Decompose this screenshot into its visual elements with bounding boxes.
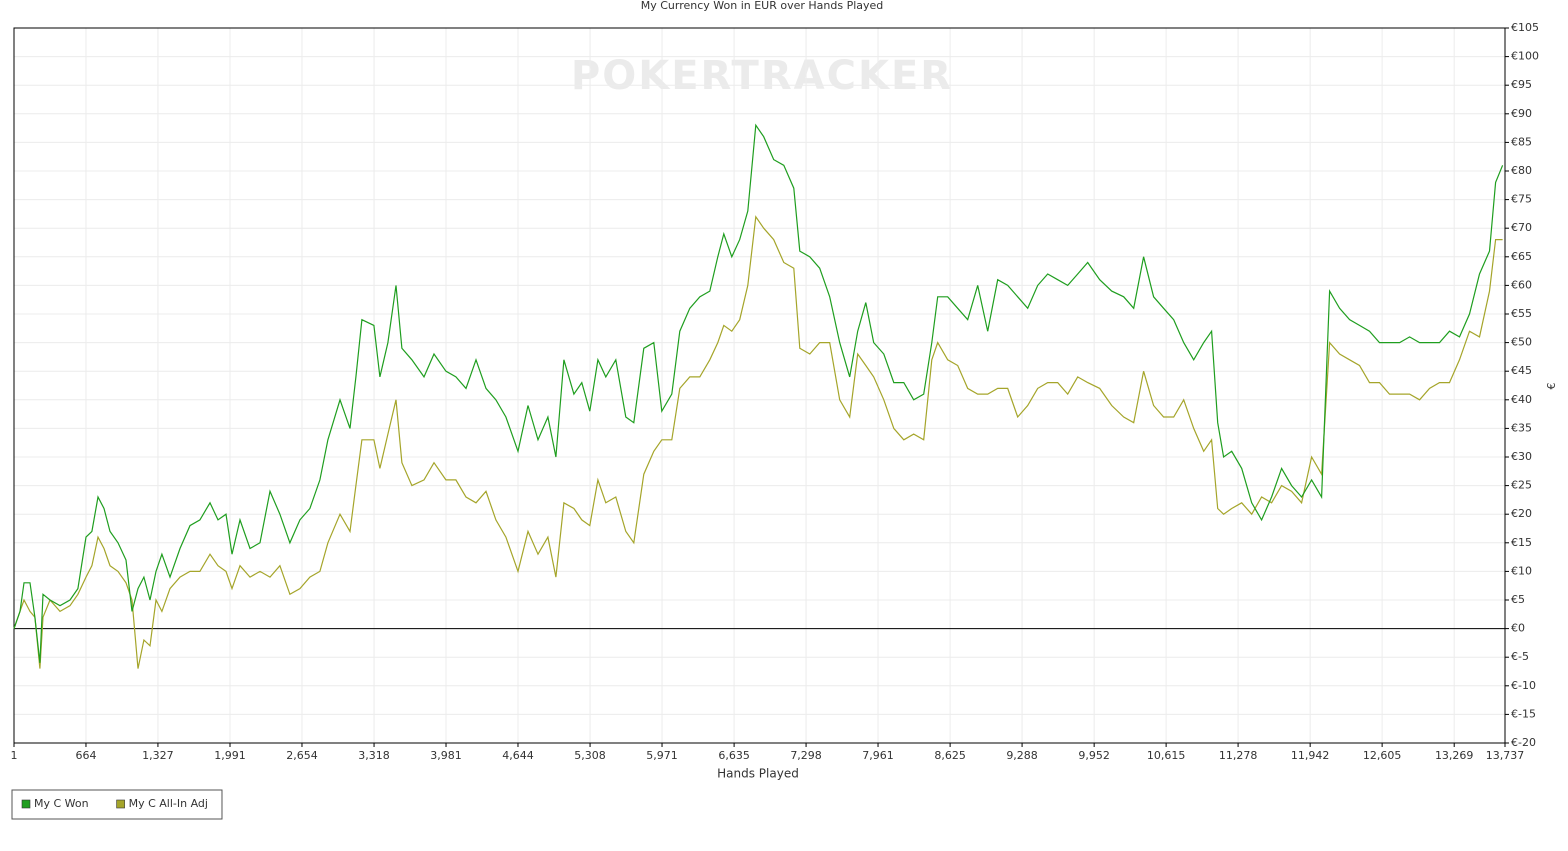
x-tick-label: 7,298 <box>790 749 822 762</box>
x-tick-label: 12,605 <box>1363 749 1402 762</box>
series-line <box>13 215 1503 669</box>
x-tick-label: 7,961 <box>862 749 894 762</box>
x-tick-label: 1 <box>11 749 18 762</box>
y-tick-label: €75 <box>1511 193 1532 206</box>
y-tick-label: €90 <box>1511 107 1532 120</box>
y-tick-label: €-10 <box>1511 679 1536 692</box>
y-tick-label: €10 <box>1511 564 1532 577</box>
x-tick-label: 5,971 <box>646 749 678 762</box>
y-axis-label: € <box>1545 383 1558 390</box>
x-tick-label: 6,635 <box>718 749 750 762</box>
y-tick-label: €70 <box>1511 221 1532 234</box>
x-tick-label: 3,981 <box>430 749 462 762</box>
x-tick-label: 13,269 <box>1435 749 1474 762</box>
x-tick-label: 1,327 <box>142 749 174 762</box>
watermark: POKERTRACKER <box>571 53 953 99</box>
y-tick-label: €-20 <box>1511 736 1536 749</box>
y-tick-label: €60 <box>1511 278 1532 291</box>
y-tick-label: €30 <box>1511 450 1532 463</box>
x-tick-label: 9,952 <box>1078 749 1110 762</box>
legend-swatch <box>21 799 31 809</box>
legend: My C Won My C All-In Adj <box>11 789 223 820</box>
y-tick-label: €15 <box>1511 536 1532 549</box>
y-tick-label: €40 <box>1511 393 1532 406</box>
x-tick-label: 11,278 <box>1219 749 1258 762</box>
legend-label: My C Won <box>34 797 89 810</box>
chart-title: My Currency Won in EUR over Hands Played <box>641 0 884 12</box>
series-line <box>13 123 1504 663</box>
y-tick-label: €35 <box>1511 421 1532 434</box>
legend-swatch <box>116 799 125 809</box>
x-tick-label: 2,654 <box>286 749 318 762</box>
y-tick-label: €20 <box>1511 507 1532 520</box>
y-tick-label: €55 <box>1511 307 1532 320</box>
x-tick-label: 664 <box>75 749 96 762</box>
y-tick-label: €25 <box>1511 479 1532 492</box>
y-tick-label: €65 <box>1511 250 1532 263</box>
y-tick-label: €-5 <box>1511 650 1529 663</box>
x-tick-label: 8,625 <box>934 749 966 762</box>
y-tick-label: €95 <box>1511 78 1532 91</box>
x-tick-label: 13,737 <box>1486 749 1525 762</box>
x-tick-label: 11,942 <box>1291 749 1330 762</box>
y-tick-label: €-15 <box>1511 707 1536 720</box>
x-tick-label: 1,991 <box>214 749 246 762</box>
x-tick-label: 3,318 <box>358 749 390 762</box>
y-tick-label: €80 <box>1511 164 1532 177</box>
x-tick-label: 4,644 <box>502 749 534 762</box>
legend-label: My C All-In Adj <box>129 797 208 810</box>
y-tick-label: €100 <box>1511 50 1539 63</box>
y-tick-label: €105 <box>1511 21 1539 34</box>
plot-border <box>13 27 1506 744</box>
x-tick-label: 10,615 <box>1147 749 1186 762</box>
y-tick-label: €85 <box>1511 135 1532 148</box>
x-axis-label: Hands Played <box>717 767 799 781</box>
y-tick-label: €45 <box>1511 364 1532 377</box>
x-tick-label: 5,308 <box>574 749 606 762</box>
y-tick-label: €50 <box>1511 336 1532 349</box>
y-tick-label: €0 <box>1511 622 1525 635</box>
x-tick-label: 9,288 <box>1006 749 1038 762</box>
y-tick-label: €5 <box>1511 593 1525 606</box>
